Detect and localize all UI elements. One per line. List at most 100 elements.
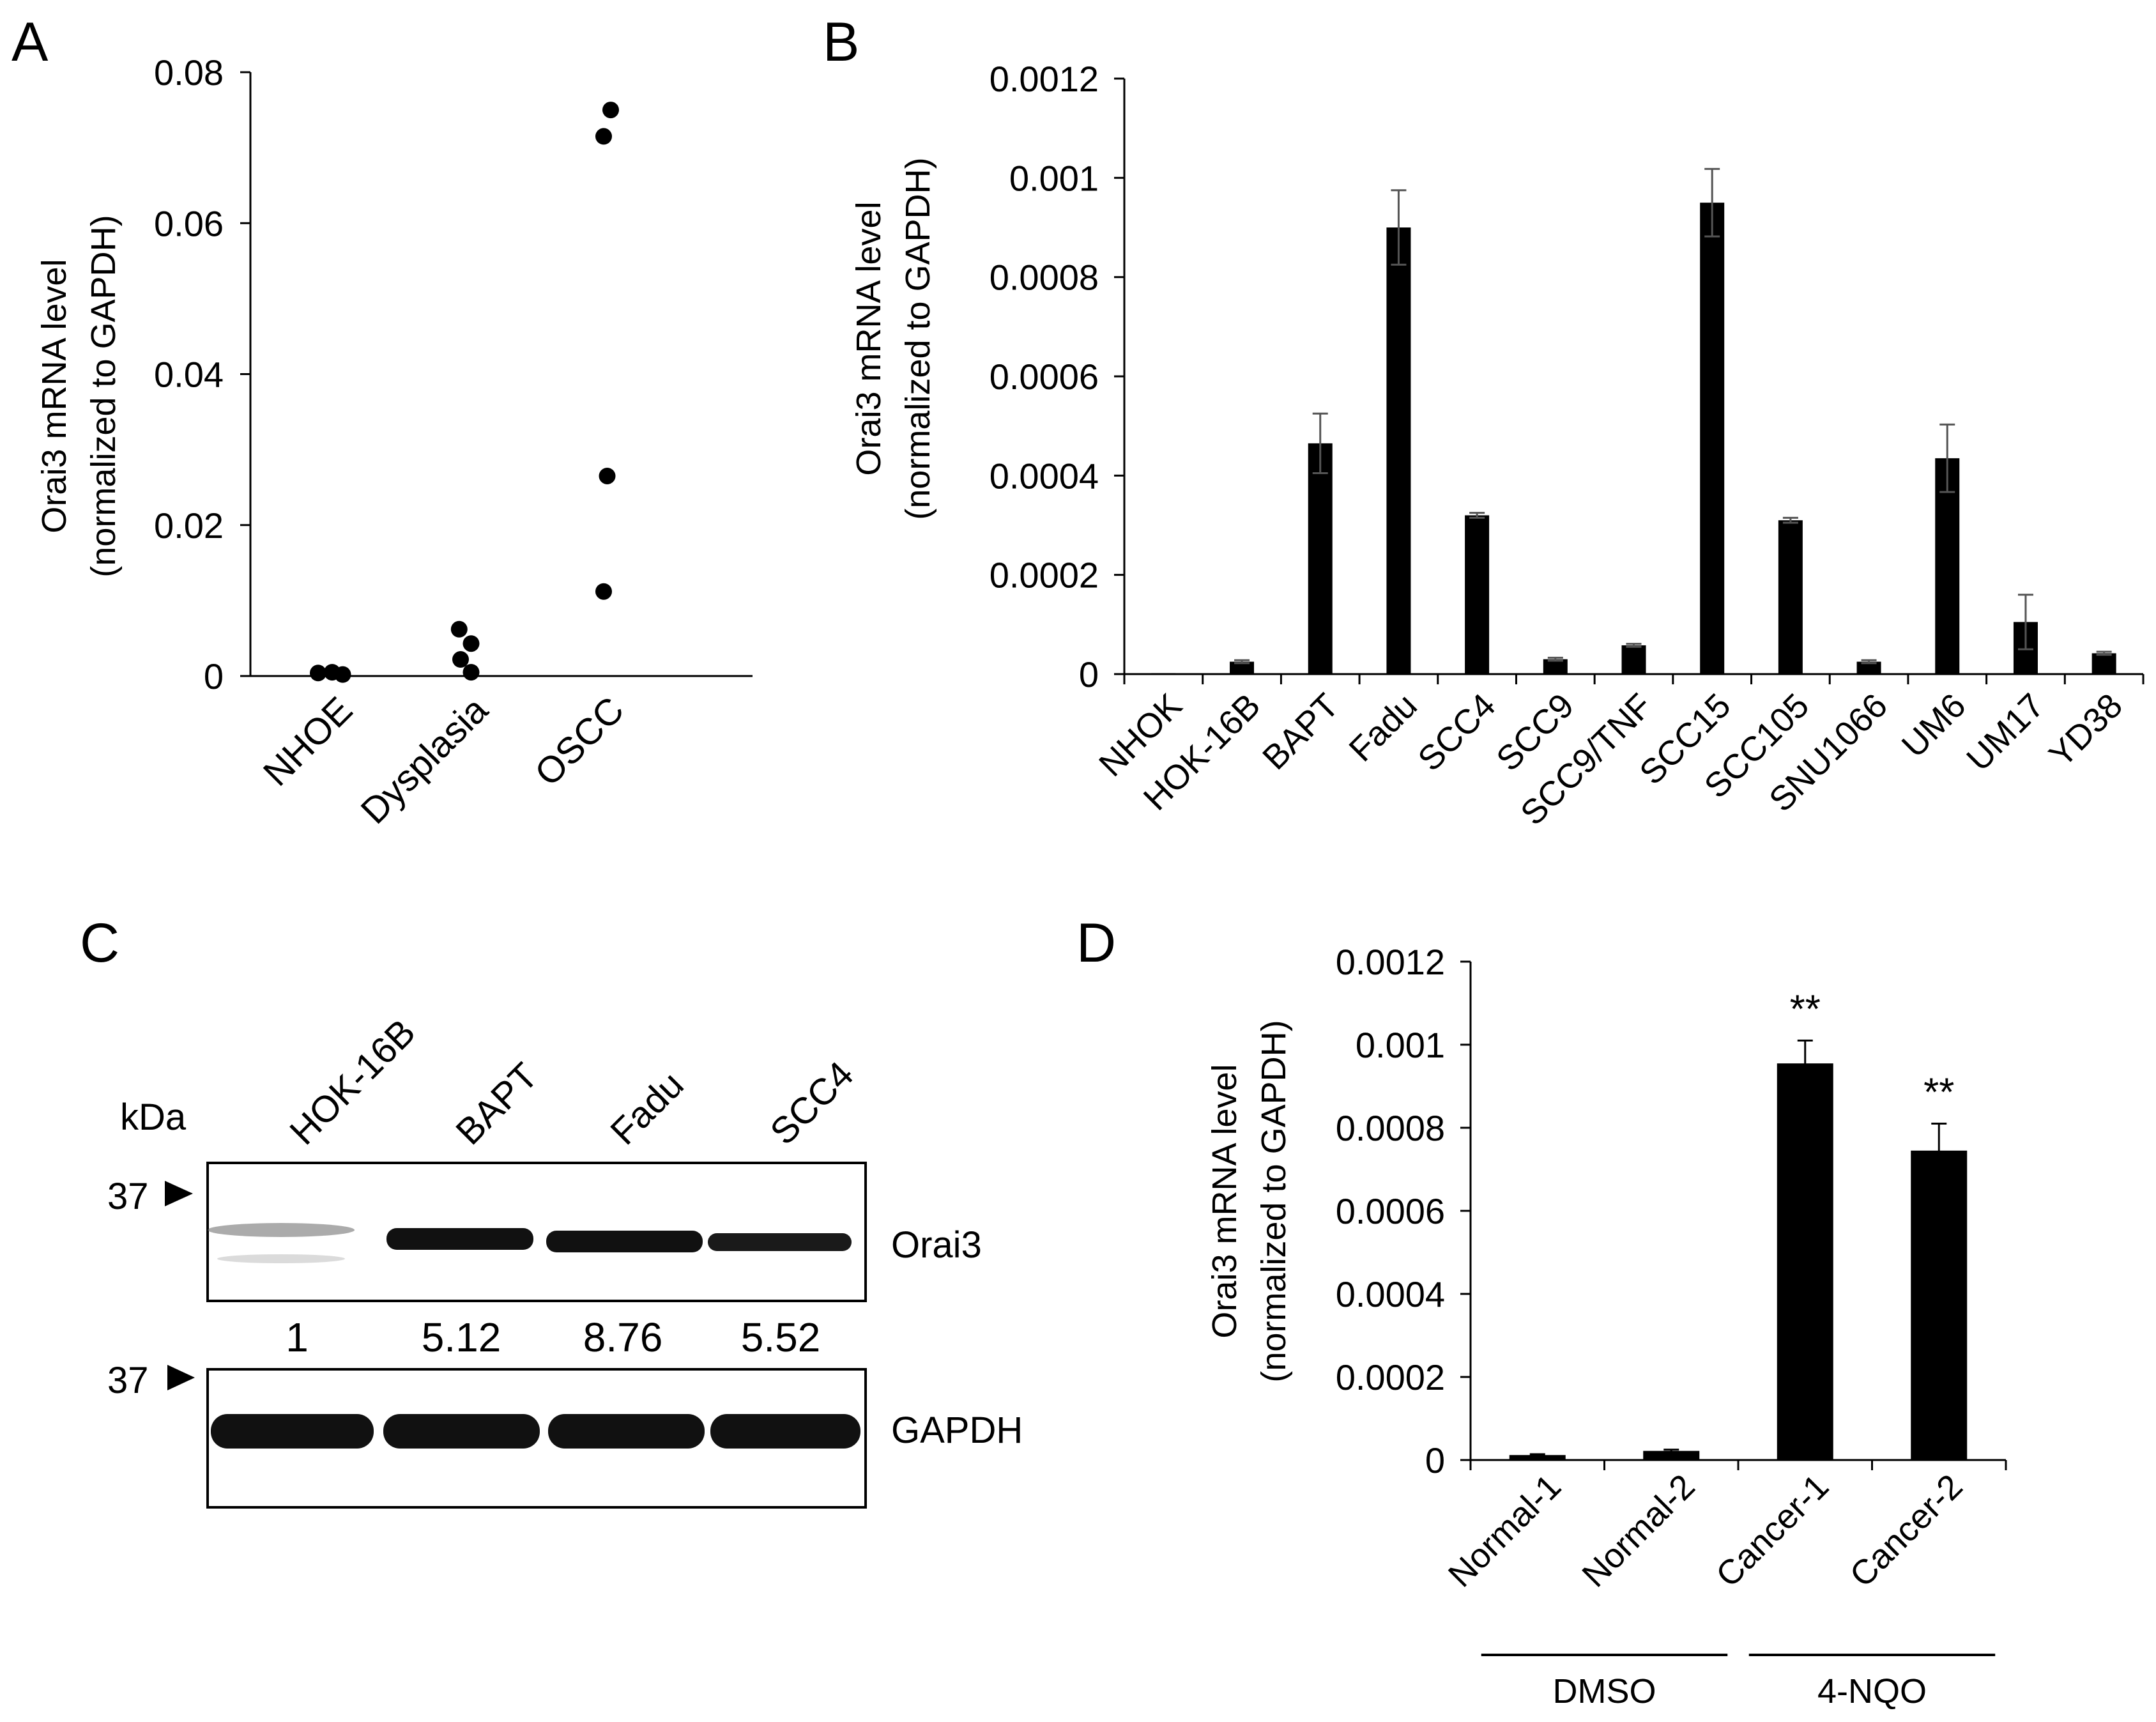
panel-d-y-tick-label: 0.001 [1356, 1025, 1445, 1065]
orai3-band-scc4 [708, 1233, 852, 1251]
panel-d-group-label-dmso: DMSO [1553, 1672, 1656, 1710]
panel-d-bar-cancer-2 [1911, 1150, 1968, 1460]
gapdh-blot-label: GAPDH [891, 1410, 1023, 1451]
panel-a-y-tick-label: 0.06 [154, 203, 224, 243]
orai3-band-fadu [546, 1231, 703, 1252]
panel-b-bar-scc9-tnf [1621, 645, 1646, 674]
panel-label-d: D [1076, 912, 1116, 974]
panel-b-x-label-bapt: BAPT [1255, 686, 1346, 777]
panel-d-significance-cancer-1: ** [1790, 988, 1821, 1032]
orai3-band-hok-16b-faint [217, 1254, 345, 1263]
panel-b-bar-snu1066 [1856, 661, 1881, 674]
panel-b-y-tick-label: 0 [1079, 654, 1099, 695]
panel-b-y-tick-label: 0.0002 [990, 555, 1099, 596]
gapdh-band-bapt [383, 1414, 540, 1449]
lane-label-fadu: Fadu [602, 1064, 691, 1153]
panel-b-y-tick-label: 0.0006 [990, 357, 1099, 397]
panel-d-significance-cancer-2: ** [1923, 1071, 1954, 1115]
panel-b-y-tick-label: 0.0008 [990, 258, 1099, 298]
panel-d-y-tick-label: 0.0012 [1336, 942, 1445, 982]
panel-a-data-point [463, 635, 480, 652]
marker-37-orai3: 37 [107, 1176, 149, 1217]
gapdh-band-scc4 [710, 1414, 860, 1449]
kda-label: kDa [120, 1096, 187, 1138]
panel-d-x-label-cancer-2: Cancer-2 [1842, 1467, 1969, 1594]
panel-a-data-point [450, 620, 468, 638]
panel-d-x-label-cancer-1: Cancer-1 [1709, 1467, 1836, 1594]
orai3-blot-label: Orai3 [891, 1224, 982, 1266]
panel-b-bar-hok-16b [1230, 661, 1255, 674]
panel-b-x-label-fadu: Fadu [1342, 686, 1424, 769]
panel-d-ylabel-line2: (normalized to GAPDH) [1255, 1020, 1293, 1382]
panel-a-ylabel-line2: (normalized to GAPDH) [84, 215, 123, 577]
panel-label-a: A [11, 12, 49, 73]
quant-bapt: 5.12 [422, 1314, 501, 1360]
panel-b-ylabel-line2: (normalized to GAPDH) [899, 157, 937, 519]
marker-arrow-orai3 [165, 1181, 193, 1206]
panel-d-y-tick-label: 0.0004 [1336, 1274, 1445, 1314]
panel-a-data-point [595, 128, 612, 145]
panel-b-x-label-scc4: SCC4 [1411, 686, 1502, 778]
panel-b-y-tick-label: 0.0004 [990, 456, 1099, 496]
panel-b-bar-nhok [1151, 673, 1176, 674]
quant-fadu: 8.76 [583, 1314, 663, 1360]
panel-c-western-blot: kDa HOK-16B BAPT Fadu SCC4 37 Orai3 1 5.… [107, 1011, 1023, 1509]
panel-a-data-point [310, 665, 326, 682]
panel-a-data-point [334, 666, 351, 683]
panel-a-y-tick-label: 0.02 [154, 505, 224, 546]
lane-label-scc4: SCC4 [762, 1054, 861, 1153]
panel-b-bar-bapt [1308, 443, 1333, 674]
panel-a-y-tick-label: 0 [204, 656, 224, 696]
panel-a-x-label-nhoe: NHOE [256, 689, 360, 794]
panel-a-data-point [602, 102, 619, 119]
panel-a-data-point [463, 664, 480, 681]
panel-d-ylabel-line1: Orai3 mRNA level [1205, 1064, 1244, 1338]
panel-b-x-label-um17: UM17 [1959, 686, 2051, 778]
panel-label-b: B [823, 12, 859, 73]
gapdh-band-hok-16b [211, 1414, 374, 1449]
quant-scc4: 5.52 [741, 1314, 821, 1360]
panel-d-group-label-4-nqo: 4-NQO [1817, 1672, 1927, 1710]
marker-37-gapdh: 37 [107, 1360, 149, 1401]
panel-label-c: C [80, 912, 119, 974]
gapdh-band-fadu [548, 1414, 705, 1449]
panel-a-ylabel-line1: Orai3 mRNA level [35, 259, 73, 533]
panel-d-y-tick-label: 0 [1425, 1440, 1445, 1480]
panel-d-bar-normal-2 [1643, 1450, 1700, 1460]
panel-b-bar-chart: Orai3 mRNA level (normalized to GAPDH) 0… [850, 59, 2145, 833]
panel-b-bar-scc15 [1700, 203, 1725, 675]
orai3-band-hok-16b [208, 1223, 355, 1237]
panel-b-ylabel-line1: Orai3 mRNA level [850, 201, 888, 475]
panel-b-bar-scc9 [1543, 659, 1568, 674]
panel-b-bar-scc105 [1778, 520, 1803, 674]
panel-b-bar-yd38 [2091, 653, 2116, 674]
panel-d-bar-cancer-1 [1777, 1063, 1833, 1460]
panel-a-data-point [599, 467, 616, 484]
panel-a-x-label-dysplasia: Dysplasia [353, 689, 496, 832]
marker-arrow-gapdh [167, 1365, 195, 1390]
lane-label-bapt: BAPT [448, 1055, 546, 1153]
panel-a-y-tick-label: 0.08 [154, 52, 224, 93]
panel-a-scatter: Orai3 mRNA level (normalized to GAPDH) 0… [35, 52, 753, 832]
panel-d-y-tick-label: 0.0002 [1336, 1357, 1445, 1397]
panel-d-y-tick-label: 0.0008 [1336, 1108, 1445, 1148]
panel-b-bar-um6 [1935, 458, 1960, 674]
panel-d-x-label-normal-1: Normal-1 [1441, 1467, 1568, 1594]
panel-b-bar-fadu [1386, 227, 1411, 674]
panel-b-bar-scc4 [1465, 515, 1490, 674]
panel-b-x-label-yd38: YD38 [2042, 686, 2130, 774]
panel-d-bar-normal-1 [1509, 1455, 1566, 1460]
lane-label-hok-16b: HOK-16B [282, 1011, 423, 1153]
panel-b-y-tick-label: 0.0012 [990, 59, 1099, 99]
panel-b-y-tick-label: 0.001 [1009, 158, 1099, 198]
panel-a-x-label-oscc: OSCC [527, 689, 632, 794]
panel-d-bar-chart: Orai3 mRNA level (normalized to GAPDH) 0… [1205, 942, 2007, 1710]
panel-a-data-point [452, 651, 469, 668]
orai3-band-bapt [386, 1228, 533, 1250]
panel-a-y-tick-label: 0.04 [154, 355, 224, 395]
quant-hok-16b: 1 [286, 1314, 309, 1360]
panel-d-x-label-normal-2: Normal-2 [1575, 1467, 1702, 1594]
panel-d-y-tick-label: 0.0006 [1336, 1191, 1445, 1231]
panel-a-data-point [595, 583, 612, 600]
